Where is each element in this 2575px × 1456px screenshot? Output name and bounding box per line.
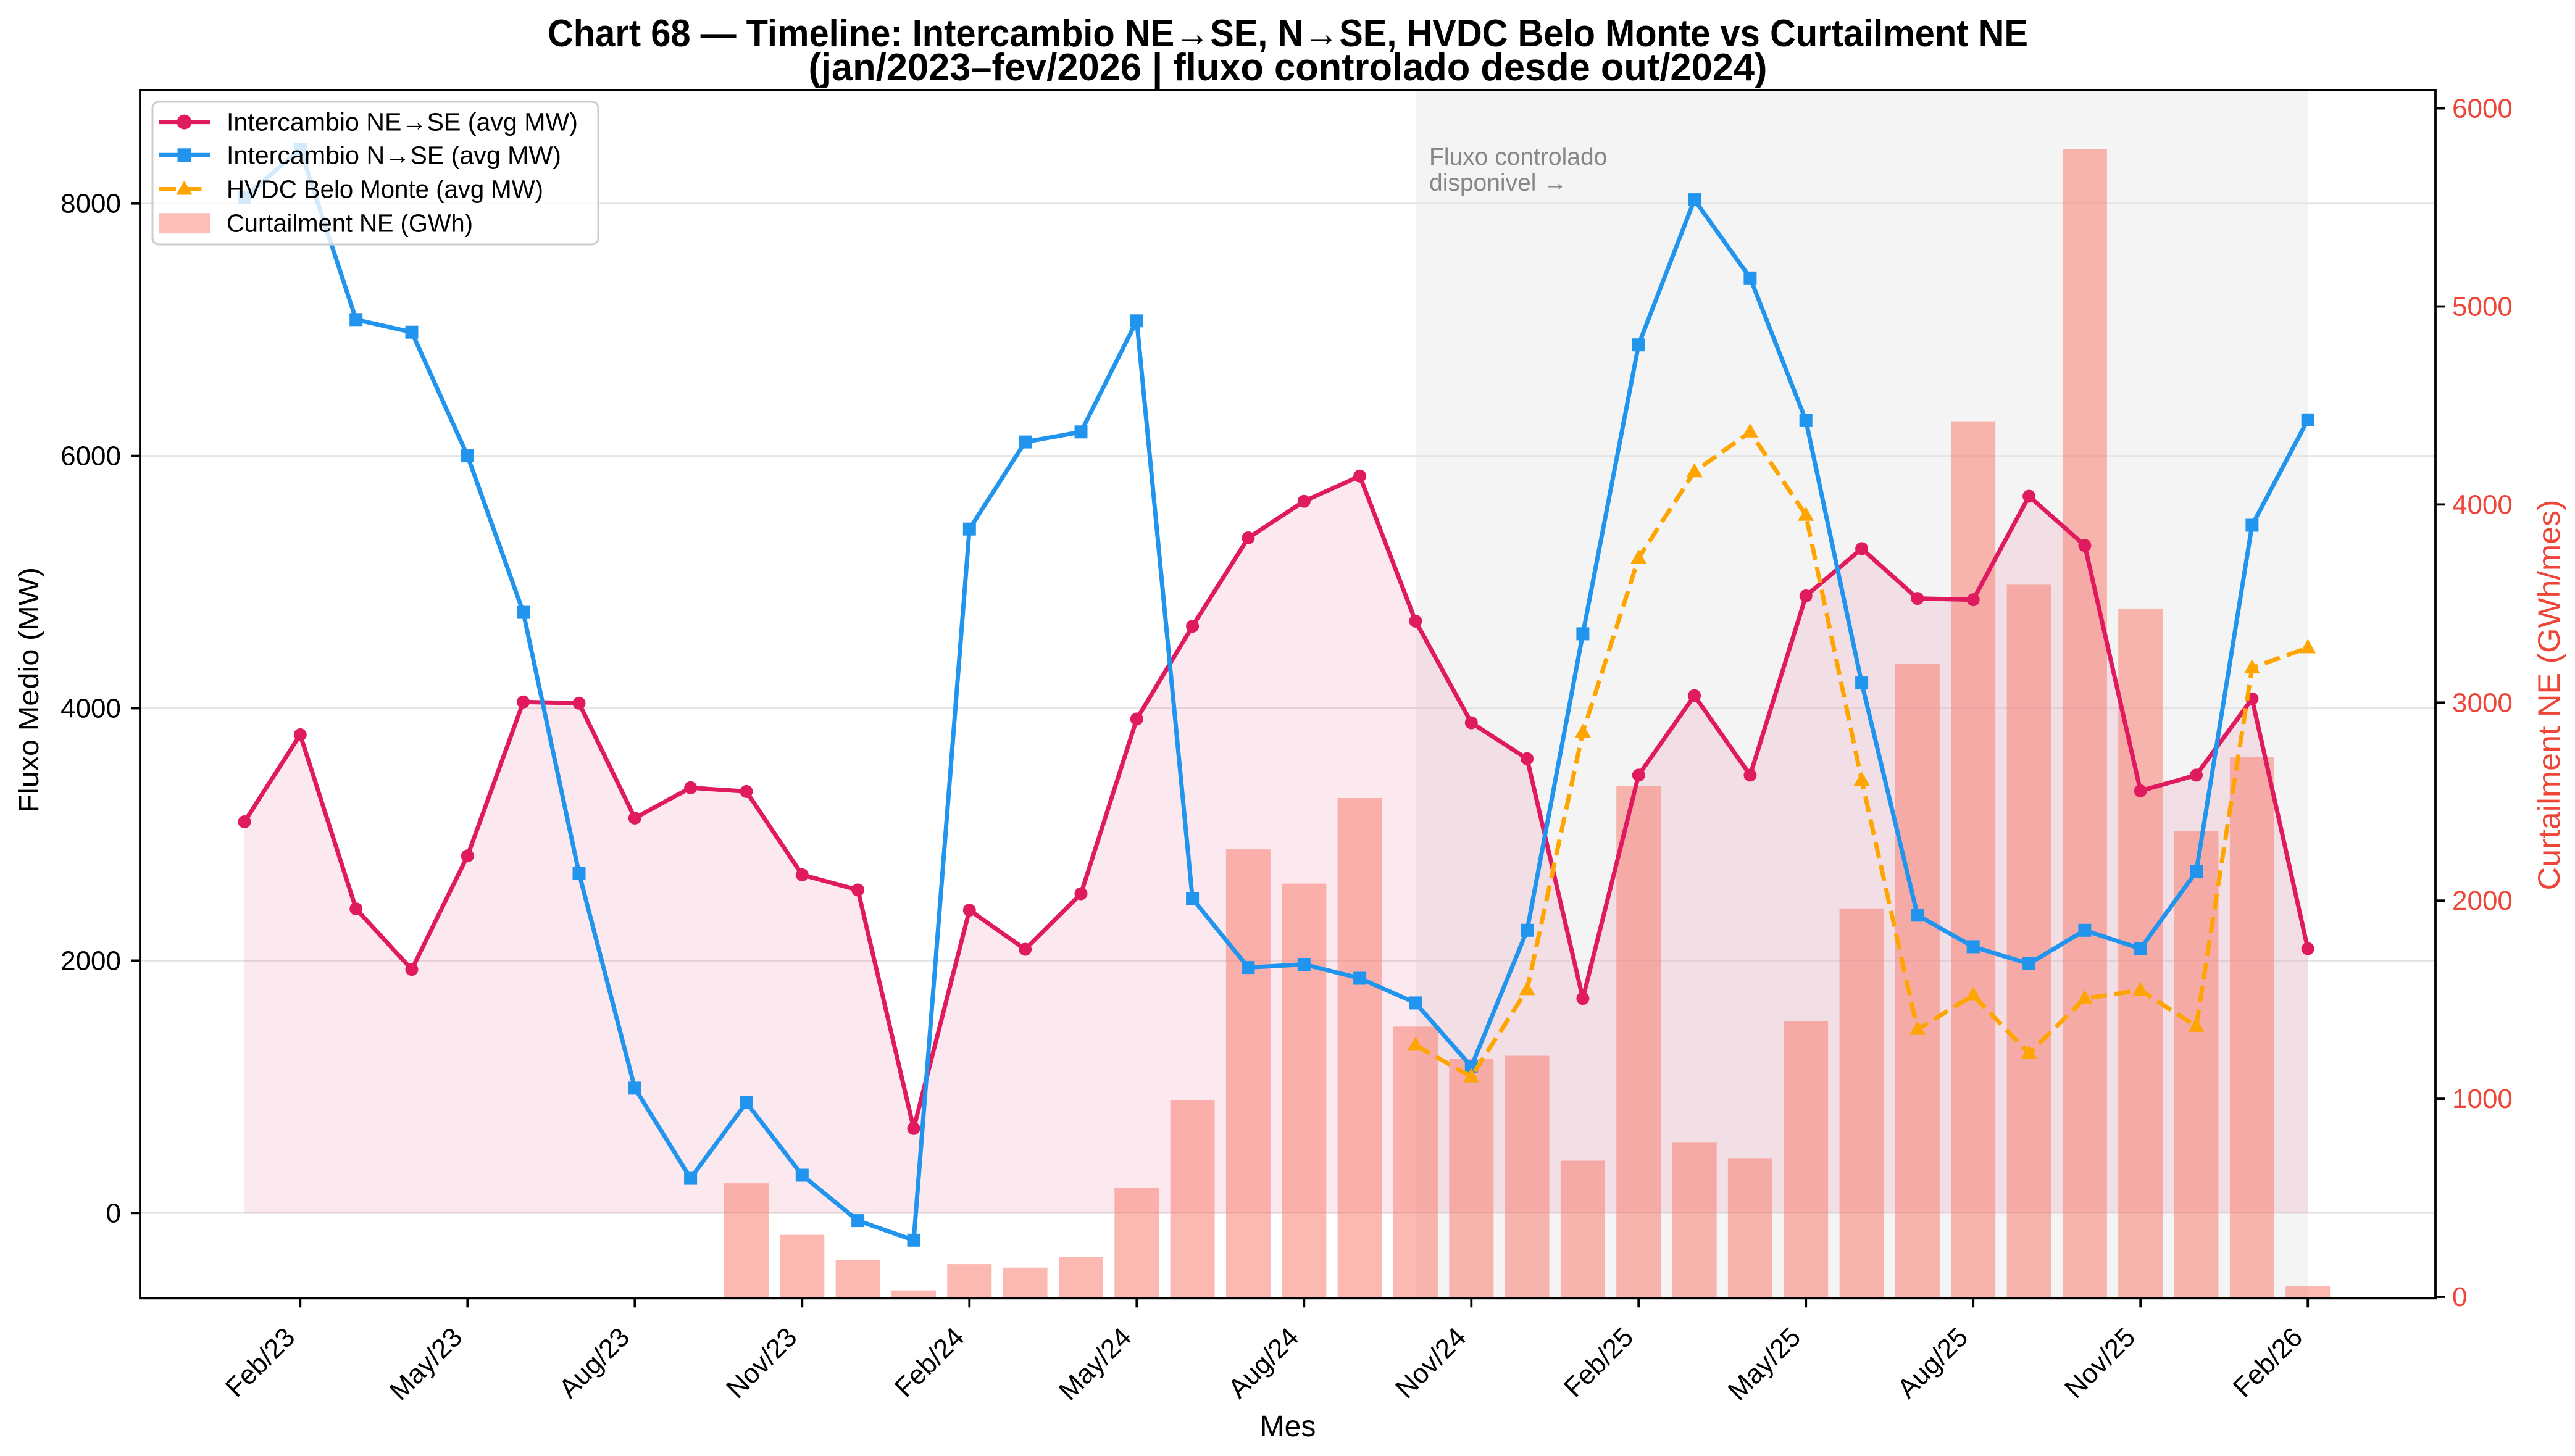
svg-text:Fluxo controlado: Fluxo controlado [1429, 144, 1607, 170]
svg-text:Chart 68 — Timeline: Intercamb: Chart 68 — Timeline: Intercambio NE→SE, … [548, 12, 2028, 55]
svg-text:0: 0 [2452, 1282, 2467, 1312]
svg-text:8000: 8000 [61, 189, 121, 219]
svg-text:disponivel →: disponivel → [1429, 170, 1567, 196]
svg-text:Intercambio N→SE (avg MW): Intercambio N→SE (avg MW) [227, 141, 561, 169]
svg-text:Mes: Mes [1260, 1410, 1316, 1443]
svg-text:2000: 2000 [2452, 886, 2513, 916]
svg-text:Intercambio NE→SE (avg MW): Intercambio NE→SE (avg MW) [227, 108, 578, 136]
svg-text:4000: 4000 [2452, 489, 2513, 520]
svg-text:2000: 2000 [61, 946, 121, 976]
svg-text:5000: 5000 [2452, 292, 2513, 322]
svg-text:3000: 3000 [2452, 688, 2513, 718]
svg-text:Curtailment NE (GWh/mes): Curtailment NE (GWh/mes) [2532, 500, 2566, 891]
svg-text:4000: 4000 [61, 694, 121, 724]
svg-text:HVDC Belo Monte (avg MW): HVDC Belo Monte (avg MW) [227, 175, 543, 204]
svg-text:6000: 6000 [2452, 94, 2513, 124]
svg-text:Curtailment NE (GWh): Curtailment NE (GWh) [227, 209, 473, 238]
svg-text:Fluxo Medio (MW): Fluxo Medio (MW) [13, 567, 44, 813]
svg-text:0: 0 [106, 1198, 121, 1228]
svg-text:1000: 1000 [2452, 1084, 2513, 1114]
svg-text:6000: 6000 [61, 441, 121, 472]
svg-text:(jan/2023–fev/2026 | fluxo con: (jan/2023–fev/2026 | fluxo controlado de… [809, 46, 1767, 89]
